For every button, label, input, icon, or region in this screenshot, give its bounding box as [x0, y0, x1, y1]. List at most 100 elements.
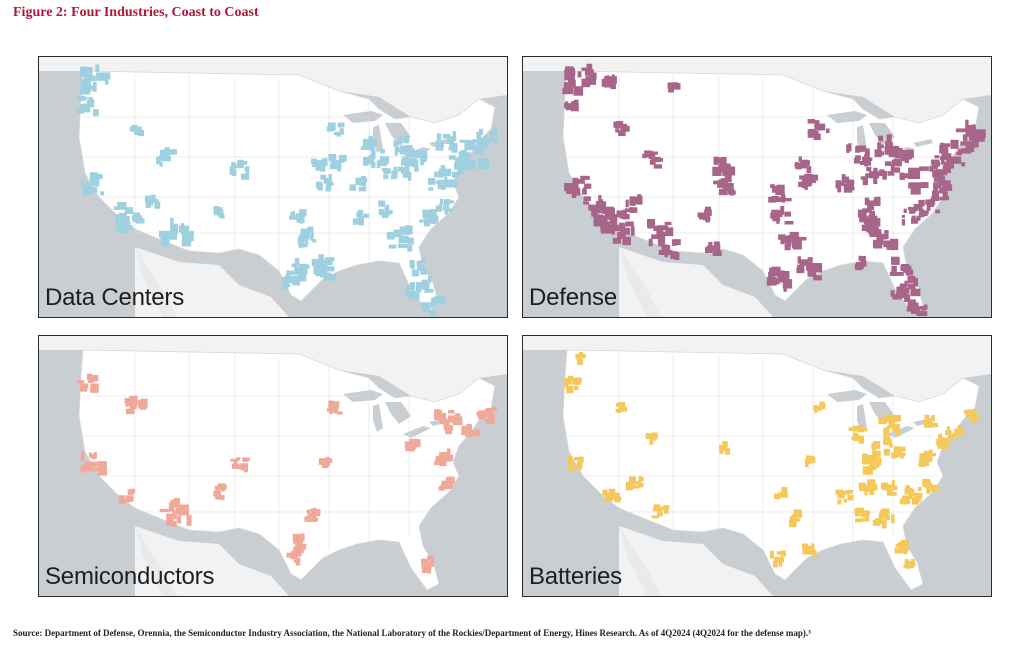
county-block — [446, 448, 451, 457]
county-block — [410, 262, 415, 269]
county-block — [159, 162, 163, 167]
county-block — [119, 497, 123, 501]
county-block — [97, 466, 107, 476]
county-block — [91, 180, 97, 185]
county-block — [421, 267, 426, 272]
cluster-layer — [564, 351, 980, 569]
county-block — [798, 181, 804, 187]
county-block — [313, 509, 321, 517]
cluster-phoenix — [159, 498, 192, 527]
county-block — [281, 281, 289, 290]
county-block — [889, 141, 893, 148]
county-block — [115, 223, 121, 232]
county-block — [440, 484, 449, 490]
county-block — [647, 219, 655, 228]
county-block — [886, 488, 893, 496]
county-block — [407, 245, 413, 252]
county-block — [972, 408, 976, 414]
county-block — [866, 208, 872, 213]
county-block — [888, 240, 899, 251]
county-block — [620, 124, 625, 131]
county-block — [856, 145, 866, 152]
county-block — [630, 226, 635, 236]
county-block — [863, 459, 867, 465]
county-block — [769, 550, 774, 559]
county-block — [88, 376, 94, 383]
lake-huron — [385, 402, 411, 424]
county-block — [581, 67, 591, 71]
cluster-minneapolis — [326, 400, 343, 415]
county-block — [285, 274, 291, 284]
county-block — [360, 146, 370, 150]
county-block — [609, 76, 617, 84]
county-block — [465, 427, 472, 431]
cluster-portland — [564, 99, 579, 112]
county-block — [230, 458, 239, 462]
county-block — [330, 159, 336, 167]
county-block — [79, 85, 91, 95]
lake-erie — [887, 426, 915, 438]
cluster-upstate-new-york — [434, 409, 463, 435]
cluster-memphis — [352, 209, 369, 226]
county-block — [405, 225, 413, 235]
county-block — [791, 242, 797, 248]
county-block — [292, 281, 301, 286]
county-block — [854, 157, 861, 164]
cluster-new-york — [458, 139, 489, 170]
county-block — [310, 231, 314, 241]
county-block — [625, 221, 634, 227]
county-block — [381, 211, 389, 218]
county-block — [294, 550, 302, 557]
county-block — [878, 234, 887, 240]
county-block — [362, 180, 366, 186]
county-block — [848, 427, 857, 431]
county-block — [646, 433, 653, 439]
cluster-salt-lake-city — [645, 432, 659, 445]
county-block — [477, 158, 482, 167]
cluster-birmingham — [854, 507, 871, 523]
cluster-nashville — [378, 200, 393, 218]
county-block — [941, 441, 949, 450]
county-block — [286, 270, 291, 276]
county-block — [658, 249, 667, 255]
county-block — [397, 243, 408, 248]
county-block — [320, 174, 327, 180]
county-block — [317, 268, 322, 273]
lake-ontario — [913, 139, 933, 147]
county-block — [651, 151, 658, 155]
county-block — [867, 204, 873, 210]
county-block — [893, 446, 901, 454]
county-block — [336, 131, 341, 137]
county-block — [137, 400, 146, 408]
county-block — [906, 288, 910, 294]
county-block — [880, 151, 884, 156]
county-block — [814, 123, 822, 131]
county-block — [784, 237, 792, 247]
county-block — [127, 489, 135, 493]
county-block — [445, 477, 449, 485]
county-block — [802, 543, 808, 550]
cluster-san-antonio — [286, 549, 302, 566]
county-block — [492, 137, 498, 144]
county-block — [125, 495, 134, 502]
county-block — [421, 560, 427, 568]
county-block — [404, 441, 413, 449]
county-block — [674, 252, 680, 261]
county-block — [318, 254, 324, 265]
county-block — [776, 184, 785, 194]
county-block — [799, 163, 807, 169]
county-block — [88, 99, 95, 108]
county-block — [585, 76, 597, 85]
county-block — [583, 196, 591, 202]
county-block — [408, 177, 412, 181]
county-block — [969, 131, 975, 141]
county-block — [171, 520, 177, 527]
county-block — [911, 215, 916, 224]
county-block — [286, 552, 295, 558]
county-block — [130, 128, 136, 132]
cluster-portland — [564, 375, 582, 394]
county-block — [580, 175, 590, 180]
county-block — [900, 265, 904, 271]
mexico-land — [135, 247, 289, 317]
county-block — [614, 492, 620, 498]
